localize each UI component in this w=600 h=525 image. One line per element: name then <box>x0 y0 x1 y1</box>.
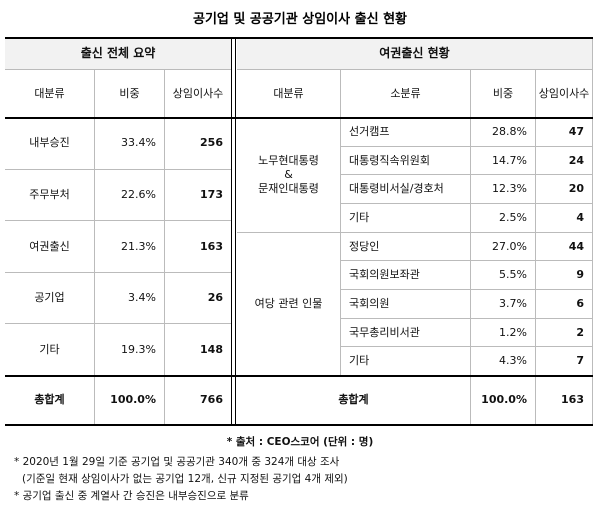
share: 28.8% <box>471 118 536 147</box>
total-cell: 100.0% <box>95 376 165 425</box>
rule <box>231 38 232 425</box>
share: 14.7% <box>471 146 536 176</box>
share: 12.3% <box>471 175 536 204</box>
count: 44 <box>536 232 593 262</box>
subcategory: 기타 <box>341 347 471 376</box>
count: 26 <box>165 272 232 325</box>
header-text: 상임이사수 <box>538 86 590 100</box>
share: 4.3% <box>471 347 536 376</box>
count: 9 <box>536 261 593 290</box>
group-label: 노무현대통령 & 문재인대통령 <box>237 118 341 233</box>
subcategory: 대통령비서실/경호처 <box>341 175 471 204</box>
share: 5.5% <box>471 261 536 290</box>
share: 19.3% <box>95 324 165 376</box>
column-header: 상임이사수 <box>536 70 593 118</box>
count: 4 <box>536 204 593 233</box>
column-header: 비중 <box>95 70 165 118</box>
rule <box>5 424 593 426</box>
section-title: 여권출신 현황 <box>237 38 593 70</box>
header-text: 상임이사수 <box>172 86 224 100</box>
share: 2.5% <box>471 204 536 233</box>
subcategory: 국회의원보좌관 <box>341 261 471 290</box>
source: * 출처 : CEO스코어 (단위 : 명) <box>226 436 374 448</box>
total-cell: 총합계 <box>237 376 471 425</box>
column-header: 대분류 <box>237 70 341 118</box>
count: 173 <box>165 169 232 222</box>
section-title: 출신 전체 요약 <box>5 38 232 70</box>
category: 공기업 <box>5 272 95 325</box>
rule <box>5 37 593 39</box>
footnote: * 2020년 1월 29일 기준 공기업 및 공공기관 340개 중 324개… <box>14 456 340 468</box>
category: 주무부처 <box>5 169 95 222</box>
share: 22.6% <box>95 169 165 222</box>
subcategory: 대통령직속위원회 <box>341 146 471 176</box>
rule <box>5 375 593 377</box>
rule <box>5 117 593 119</box>
subcategory: 국무총리비서관 <box>341 318 471 348</box>
subcategory: 국회의원 <box>341 290 471 319</box>
total-cell: 163 <box>536 376 593 425</box>
count: 148 <box>165 324 232 376</box>
total-cell: 766 <box>165 376 232 425</box>
subcategory: 정당인 <box>341 232 471 262</box>
category: 여권출신 <box>5 221 95 273</box>
column-header: 비중 <box>471 70 536 118</box>
count: 7 <box>536 347 593 376</box>
total-cell: 100.0% <box>471 376 536 425</box>
group-label: 여당 관련 인물 <box>237 232 341 376</box>
category: 내부승진 <box>5 118 95 170</box>
subcategory: 기타 <box>341 204 471 233</box>
count: 24 <box>536 146 593 176</box>
count: 6 <box>536 290 593 319</box>
share: 33.4% <box>95 118 165 170</box>
category: 기타 <box>5 324 95 376</box>
footnote: * 공기업 출신 중 계열사 간 승진은 내부승진으로 분류 <box>14 490 249 502</box>
share: 3.4% <box>95 272 165 325</box>
column-header: 대분류 <box>5 70 95 118</box>
total-cell: 총합계 <box>5 376 95 425</box>
count: 47 <box>536 118 593 147</box>
title: 공기업 및 공공기관 상임이사 출신 현황 <box>193 12 407 27</box>
count: 163 <box>165 221 232 273</box>
subcategory: 선거캠프 <box>341 118 471 147</box>
count: 20 <box>536 175 593 204</box>
share: 3.7% <box>471 290 536 319</box>
column-header: 상임이사수 <box>165 70 232 118</box>
share: 21.3% <box>95 221 165 273</box>
column-header: 소분류 <box>341 70 471 118</box>
rule <box>235 38 236 425</box>
share: 1.2% <box>471 318 536 348</box>
count: 2 <box>536 318 593 348</box>
count: 256 <box>165 118 232 170</box>
share: 27.0% <box>471 232 536 262</box>
footnote: (기준일 현재 상임이사가 없는 공기업 12개, 신규 지정된 공기업 4개 … <box>22 473 348 485</box>
